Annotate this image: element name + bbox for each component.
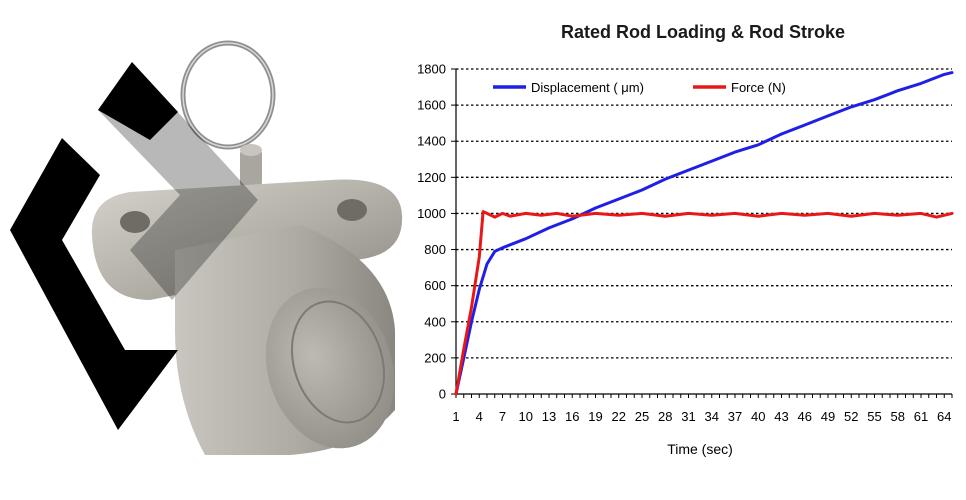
x-tick-label: 34 [705, 409, 719, 424]
x-tick-label: 58 [891, 409, 905, 424]
x-tick-label: 13 [542, 409, 556, 424]
legend-label-displacement: Displacement ( μm) [531, 80, 644, 95]
x-axis: 1 4 7 10 13 16 19 22 25 28 31 34 37 40 43 46 49 52 55 58 61 6… [452, 393, 953, 424]
y-tick-label: 1600 [417, 98, 446, 113]
x-tick-label: 49 [821, 409, 835, 424]
y-tick-label: 200 [424, 350, 446, 365]
x-tick-label: 19 [588, 409, 602, 424]
x-tick-label: 64 [937, 409, 951, 424]
x-tick-label: 31 [681, 409, 695, 424]
plot-area [454, 71, 954, 396]
x-tick-label: 25 [635, 409, 649, 424]
hydraulic-tensioner-icon [91, 40, 403, 455]
legend: Displacement ( μm) Force (N) [493, 80, 786, 95]
x-tick-label: 22 [612, 409, 626, 424]
abstract-black-logo-icon [10, 62, 258, 430]
y-tick-label: 1000 [417, 206, 446, 221]
x-axis-label: Time (sec) [667, 441, 733, 457]
y-tick-label: 600 [424, 278, 446, 293]
y-tick-label: 0 [439, 387, 446, 402]
y-tick-label: 1200 [417, 170, 446, 185]
x-tick-label: 52 [844, 409, 858, 424]
series-line-force [454, 210, 954, 396]
x-tick-label: 43 [774, 409, 788, 424]
y-tick-label: 400 [424, 314, 446, 329]
y-tick-label: 800 [424, 242, 446, 257]
x-tick-label: 46 [798, 409, 812, 424]
x-tick-label: 61 [914, 409, 928, 424]
x-tick-label: 40 [751, 409, 765, 424]
x-tick-label: 55 [867, 409, 881, 424]
y-tick-label: 1400 [417, 134, 446, 149]
x-tick-label: 10 [519, 409, 533, 424]
y-axis: 0 200 400 600 800 1000 1200 1400 1600 1800 [417, 62, 457, 402]
series-line-displacement [454, 71, 954, 396]
x-tick-label: 7 [499, 409, 506, 424]
legend-label-force: Force (N) [731, 80, 786, 95]
x-tick-label: 1 [452, 409, 459, 424]
product-image [10, 40, 403, 455]
x-tick-label: 37 [728, 409, 742, 424]
x-tick-label: 4 [476, 409, 483, 424]
y-tick-label: 1800 [417, 62, 446, 77]
x-tick-label: 28 [658, 409, 672, 424]
chart-title: Rated Rod Loading & Rod Stroke [561, 22, 845, 42]
x-tick-label: 16 [565, 409, 579, 424]
